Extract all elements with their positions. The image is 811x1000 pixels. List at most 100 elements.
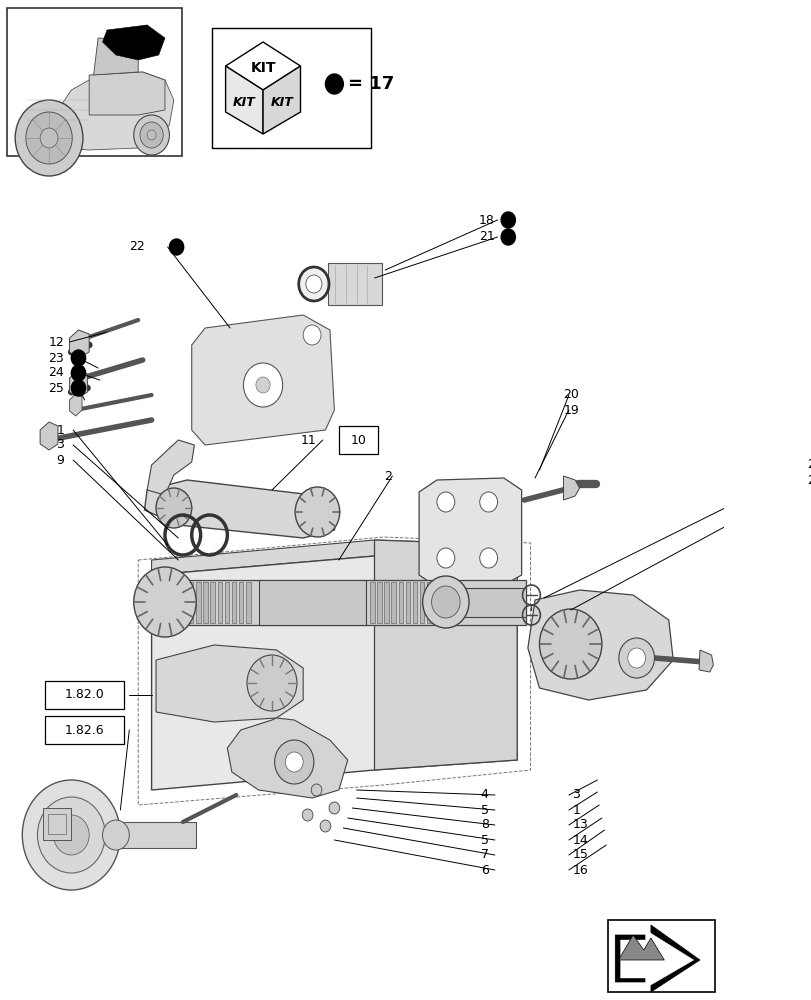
Bar — [412, 582, 417, 623]
Bar — [212, 28, 371, 148]
Polygon shape — [144, 480, 338, 538]
Bar — [370, 582, 374, 623]
Text: 3: 3 — [56, 438, 64, 452]
Circle shape — [71, 350, 85, 366]
Text: 1.82.0: 1.82.0 — [65, 688, 105, 702]
Bar — [328, 263, 381, 305]
Circle shape — [71, 365, 85, 381]
Circle shape — [147, 130, 156, 140]
Circle shape — [169, 239, 183, 255]
Bar — [182, 582, 187, 623]
Polygon shape — [227, 718, 347, 798]
Circle shape — [431, 586, 460, 618]
Bar — [196, 582, 200, 623]
Polygon shape — [70, 370, 88, 398]
Bar — [45, 716, 124, 744]
Text: 5: 5 — [480, 834, 488, 846]
Circle shape — [54, 815, 89, 855]
Circle shape — [22, 780, 120, 890]
Bar — [165, 580, 526, 625]
Text: 19: 19 — [563, 403, 578, 416]
Circle shape — [37, 797, 105, 873]
Polygon shape — [93, 38, 138, 75]
Circle shape — [500, 212, 515, 228]
Bar — [217, 582, 221, 623]
Bar — [450, 588, 526, 617]
Text: KIT: KIT — [233, 96, 255, 108]
Polygon shape — [225, 66, 263, 134]
Polygon shape — [263, 66, 300, 134]
Circle shape — [298, 267, 328, 301]
Text: 21: 21 — [478, 231, 494, 243]
Text: 1: 1 — [572, 804, 580, 816]
Circle shape — [436, 548, 454, 568]
Polygon shape — [615, 925, 699, 992]
Polygon shape — [141, 25, 149, 37]
Text: 6: 6 — [480, 863, 488, 876]
Polygon shape — [374, 540, 517, 770]
Text: 4: 4 — [480, 788, 488, 802]
Text: 9: 9 — [56, 454, 64, 466]
Text: 25: 25 — [49, 381, 64, 394]
Text: KIT: KIT — [270, 96, 293, 108]
Bar — [427, 582, 431, 623]
Polygon shape — [527, 590, 672, 700]
Bar — [419, 582, 424, 623]
Bar — [45, 681, 124, 709]
Circle shape — [71, 380, 85, 396]
Circle shape — [320, 820, 330, 832]
Circle shape — [618, 638, 654, 678]
Circle shape — [325, 74, 343, 94]
Bar — [338, 426, 378, 454]
Bar — [246, 582, 251, 623]
Circle shape — [311, 784, 321, 796]
Circle shape — [294, 487, 339, 537]
Circle shape — [274, 740, 314, 784]
Circle shape — [247, 655, 297, 711]
Circle shape — [328, 802, 339, 814]
Circle shape — [26, 112, 72, 164]
Bar — [212, 28, 371, 148]
Text: 26: 26 — [806, 458, 811, 472]
Bar — [377, 582, 381, 623]
Bar — [174, 582, 179, 623]
Text: 12: 12 — [49, 336, 64, 349]
Polygon shape — [102, 25, 165, 60]
Bar — [116, 822, 196, 848]
Polygon shape — [89, 72, 165, 115]
Circle shape — [539, 609, 601, 679]
Circle shape — [627, 648, 645, 668]
Circle shape — [255, 377, 270, 393]
Circle shape — [423, 576, 469, 628]
Circle shape — [303, 325, 320, 345]
Text: 15: 15 — [572, 848, 588, 861]
Polygon shape — [563, 476, 579, 500]
Circle shape — [134, 115, 169, 155]
Polygon shape — [152, 540, 517, 575]
Text: 24: 24 — [49, 366, 64, 379]
Polygon shape — [225, 42, 300, 90]
Text: 7: 7 — [480, 848, 488, 861]
Polygon shape — [70, 394, 82, 416]
Circle shape — [15, 100, 83, 176]
Bar — [238, 582, 243, 623]
Bar — [398, 582, 402, 623]
Circle shape — [139, 122, 163, 148]
Circle shape — [243, 363, 282, 407]
Polygon shape — [70, 330, 89, 358]
Polygon shape — [152, 556, 517, 790]
Text: 16: 16 — [572, 863, 587, 876]
Polygon shape — [156, 645, 303, 722]
Text: 18: 18 — [478, 214, 494, 227]
Text: 14: 14 — [572, 834, 587, 846]
Circle shape — [436, 492, 454, 512]
Text: = 17: = 17 — [347, 75, 393, 93]
Bar — [406, 582, 410, 623]
Circle shape — [134, 567, 196, 637]
Bar — [210, 582, 215, 623]
Circle shape — [40, 128, 58, 148]
Text: 27: 27 — [806, 474, 811, 487]
Polygon shape — [418, 478, 521, 587]
Text: 1: 1 — [56, 424, 64, 436]
Bar — [607, 920, 714, 992]
